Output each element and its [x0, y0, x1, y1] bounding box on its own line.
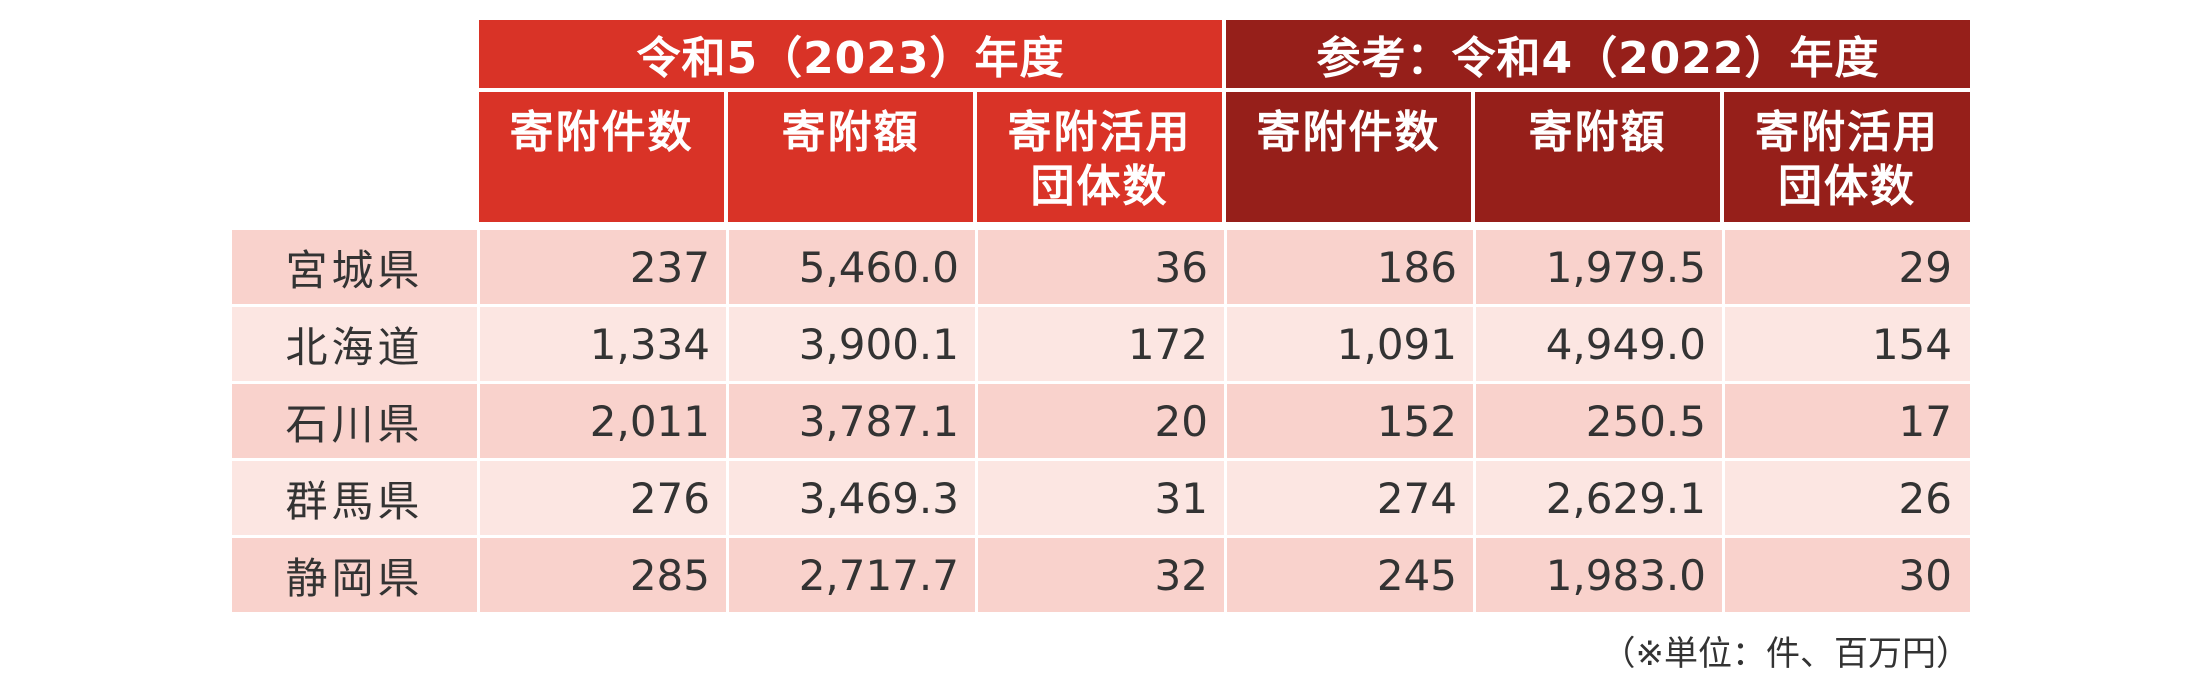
count-2022: 245	[1376, 550, 1457, 600]
orgs-2023: 172	[1127, 319, 1208, 369]
table-row: 石川県 2,011 3,787.1 20 152 250.5 17	[232, 384, 1970, 458]
orgs-2022: 17	[1898, 396, 1952, 446]
count-2022: 152	[1376, 396, 1457, 446]
orgs-2023: 32	[1154, 550, 1208, 600]
amount-2022: 250.5	[1585, 396, 1706, 446]
table-row: 静岡県 285 2,717.7 32 245 1,983.0 30	[232, 538, 1970, 612]
orgs-2023: 36	[1154, 242, 1208, 292]
table-row: 群馬県 276 3,469.3 31 274 2,629.1 26	[232, 461, 1970, 535]
column-divider	[1473, 230, 1476, 612]
header-2022-count: 寄附件数	[1226, 92, 1471, 222]
count-2022: 186	[1376, 242, 1457, 292]
count-2022: 1,091	[1336, 319, 1457, 369]
count-2023: 237	[629, 242, 710, 292]
amount-2022: 1,979.5	[1545, 242, 1706, 292]
prefecture-name: 宮城県	[285, 245, 424, 295]
count-2023: 276	[629, 473, 710, 523]
orgs-2022: 30	[1898, 550, 1952, 600]
header-2023-orgs-line2: 団体数	[1030, 161, 1169, 212]
header-group-2022: 参考：令和4（2022）年度	[1226, 20, 1970, 88]
amount-2023: 3,469.3	[798, 473, 959, 523]
prefecture-name: 石川県	[285, 399, 424, 449]
header-2022-orgs-line2: 団体数	[1778, 161, 1916, 212]
amount-2023: 3,787.1	[798, 396, 959, 446]
amount-2023: 3,900.1	[798, 319, 959, 369]
amount-2022: 2,629.1	[1545, 473, 1706, 523]
header-group-2023: 令和5（2023）年度	[479, 20, 1222, 88]
count-2022: 274	[1376, 473, 1457, 523]
amount-2023: 2,717.7	[798, 550, 959, 600]
orgs-2023: 31	[1154, 473, 1208, 523]
count-2023: 1,334	[589, 319, 710, 369]
header-2023-orgs: 寄附活用 団体数	[977, 92, 1222, 222]
header-2023-orgs-line1: 寄附活用	[1007, 107, 1192, 158]
orgs-2022: 154	[1871, 319, 1952, 369]
header-2022-amount: 寄附額	[1475, 92, 1720, 222]
count-2023: 2,011	[589, 396, 710, 446]
column-divider	[975, 230, 978, 612]
header-2023-count: 寄附件数	[479, 92, 724, 222]
header-2023-amount: 寄附額	[728, 92, 973, 222]
amount-2022: 4,949.0	[1545, 319, 1706, 369]
orgs-2022: 26	[1898, 473, 1952, 523]
unit-note: （※単位：件、百万円）	[1601, 634, 1971, 674]
column-divider	[1722, 230, 1725, 612]
amount-2023: 5,460.0	[798, 242, 959, 292]
column-divider	[477, 230, 480, 612]
table-row: 北海道 1,334 3,900.1 172 1,091 4,949.0 154	[232, 307, 1970, 381]
header-2022-orgs-line1: 寄附活用	[1755, 107, 1939, 158]
table-row: 宮城県 237 5,460.0 36 186 1,979.5 29	[232, 230, 1970, 304]
orgs-2022: 29	[1898, 242, 1952, 292]
prefecture-name: 静岡県	[285, 553, 424, 603]
column-divider	[1224, 230, 1227, 612]
prefecture-name: 群馬県	[285, 476, 424, 526]
count-2023: 285	[629, 550, 710, 600]
header-2022-orgs: 寄附活用 団体数	[1724, 92, 1970, 222]
column-divider	[726, 230, 729, 612]
amount-2022: 1,983.0	[1545, 550, 1706, 600]
prefecture-name: 北海道	[285, 322, 424, 372]
orgs-2023: 20	[1154, 396, 1208, 446]
